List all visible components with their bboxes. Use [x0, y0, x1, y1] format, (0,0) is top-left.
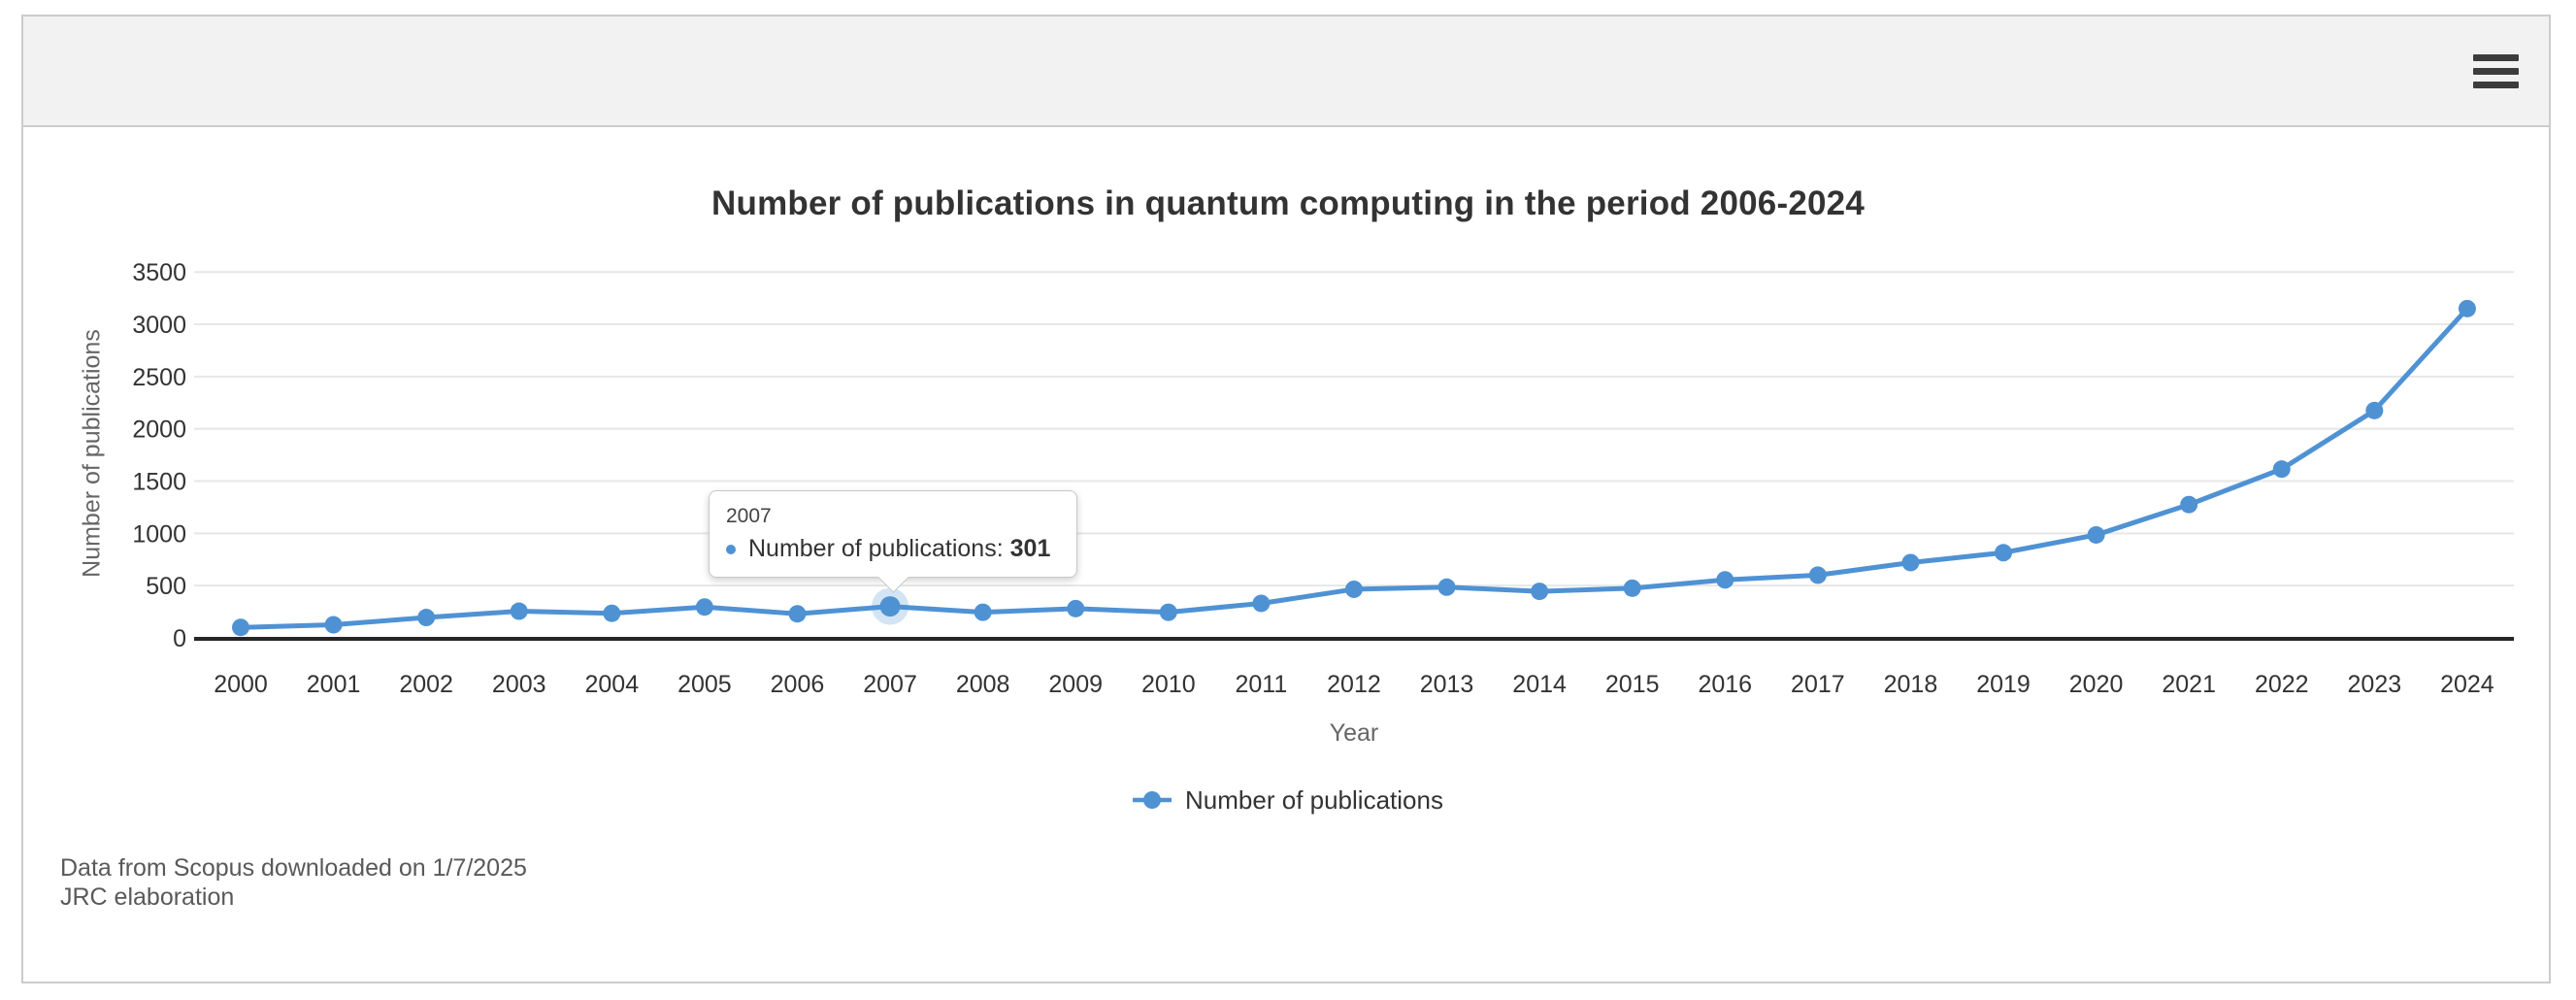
- x-axis-tick-label: 2003: [492, 671, 546, 698]
- data-point[interactable]: [510, 602, 528, 620]
- data-point[interactable]: [2087, 525, 2105, 544]
- series-line: [238, 306, 2470, 630]
- x-axis-tick-label: 2012: [1327, 671, 1381, 698]
- x-axis-tick-label: 2000: [214, 671, 268, 698]
- y-axis-tick-label: 2500: [132, 364, 186, 391]
- tooltip-value: 301: [1009, 535, 1051, 562]
- x-axis-tick-label: 2019: [1976, 671, 2031, 698]
- x-axis-tick-label: 2004: [585, 671, 640, 698]
- data-point[interactable]: [1252, 594, 1271, 613]
- series-dot-icon: [726, 544, 736, 554]
- data-point[interactable]: [1995, 544, 2013, 562]
- x-axis-tick-label: 2016: [1698, 671, 1752, 698]
- data-point[interactable]: [417, 609, 436, 627]
- data-point[interactable]: [2458, 299, 2476, 317]
- y-axis-tick-label: 3500: [132, 259, 186, 286]
- chart-tooltip: 2007 Number of publications: 301: [709, 490, 1077, 578]
- source-note: Data from Scopus downloaded on 1/7/2025 …: [60, 853, 527, 912]
- y-axis-tick-label: 3000: [132, 312, 186, 339]
- x-axis-tick-label: 2020: [2069, 671, 2124, 698]
- menu-bar: [2473, 54, 2519, 61]
- data-point[interactable]: [1531, 583, 1549, 601]
- legend-label: Number of publications: [1185, 784, 1443, 815]
- legend-series-marker-icon: [1133, 791, 1172, 809]
- x-axis-tick-label: 2022: [2255, 671, 2309, 698]
- x-axis-tick-label: 2006: [771, 671, 825, 698]
- data-point[interactable]: [1344, 580, 1363, 598]
- data-point[interactable]: [1716, 571, 1734, 589]
- widget-header: [23, 17, 2549, 127]
- data-point[interactable]: [1437, 578, 1456, 596]
- tooltip-year: 2007: [726, 505, 772, 527]
- data-point[interactable]: [695, 598, 713, 617]
- y-axis-tick-label: 2000: [132, 417, 186, 444]
- x-axis-tick-label: 2021: [2162, 671, 2216, 698]
- x-axis-tick-label: 2017: [1791, 671, 1845, 698]
- source-line: JRC elaboration: [60, 883, 235, 911]
- y-axis-title: Number of publications: [78, 329, 106, 578]
- x-axis-tick-label: 2001: [307, 671, 361, 698]
- legend: Number of publications: [0, 783, 2576, 817]
- x-axis-tick-label: 2009: [1048, 671, 1103, 698]
- x-axis-tick-label: 2014: [1512, 671, 1567, 698]
- x-axis-tick-label: 2008: [956, 671, 1010, 698]
- tooltip-series-line: Number of publications: 301: [726, 535, 1076, 563]
- data-point[interactable]: [879, 596, 901, 617]
- menu-bar: [2473, 82, 2519, 88]
- x-axis-title: Year: [1329, 719, 1379, 747]
- hamburger-menu-icon[interactable]: [2473, 54, 2519, 88]
- y-axis-tick-label: 1500: [132, 469, 186, 496]
- data-point[interactable]: [974, 603, 992, 621]
- x-axis-tick-label: 2013: [1420, 671, 1474, 698]
- y-axis-tick-label: 1000: [132, 520, 186, 548]
- x-axis-tick-label: 2018: [1884, 671, 1938, 698]
- x-axis-tick-label: 2010: [1141, 671, 1196, 698]
- data-point[interactable]: [324, 616, 343, 634]
- x-axis-tick-label: 2015: [1605, 671, 1660, 698]
- y-axis-tick-label: 0: [173, 625, 186, 652]
- data-point[interactable]: [1067, 599, 1085, 617]
- data-point[interactable]: [603, 604, 621, 622]
- data-point[interactable]: [2180, 495, 2198, 514]
- source-line: Data from Scopus downloaded on 1/7/2025: [60, 854, 527, 882]
- data-point[interactable]: [1901, 553, 1920, 572]
- data-point[interactable]: [2272, 460, 2291, 479]
- data-point[interactable]: [1808, 566, 1827, 584]
- data-point[interactable]: [1159, 603, 1177, 621]
- menu-bar: [2473, 68, 2519, 75]
- x-axis-tick-label: 2007: [863, 671, 917, 698]
- tooltip-label: Number of publications:: [748, 535, 1004, 562]
- x-axis-tick-label: 2024: [2440, 671, 2494, 698]
- data-point[interactable]: [1623, 579, 1641, 597]
- chart-title: Number of publications in quantum comput…: [711, 184, 1865, 222]
- x-axis-tick-label: 2023: [2348, 671, 2402, 698]
- data-point[interactable]: [232, 618, 249, 637]
- legend-item[interactable]: Number of publications: [1133, 785, 1443, 816]
- widget-container: [21, 15, 2551, 983]
- y-axis-tick-label: 500: [146, 573, 186, 600]
- x-axis-tick-label: 2005: [677, 671, 732, 698]
- data-point[interactable]: [2365, 401, 2384, 419]
- x-axis-tick-label: 2011: [1235, 671, 1287, 698]
- data-point[interactable]: [788, 605, 807, 623]
- x-axis-tick-label: 2002: [399, 671, 453, 698]
